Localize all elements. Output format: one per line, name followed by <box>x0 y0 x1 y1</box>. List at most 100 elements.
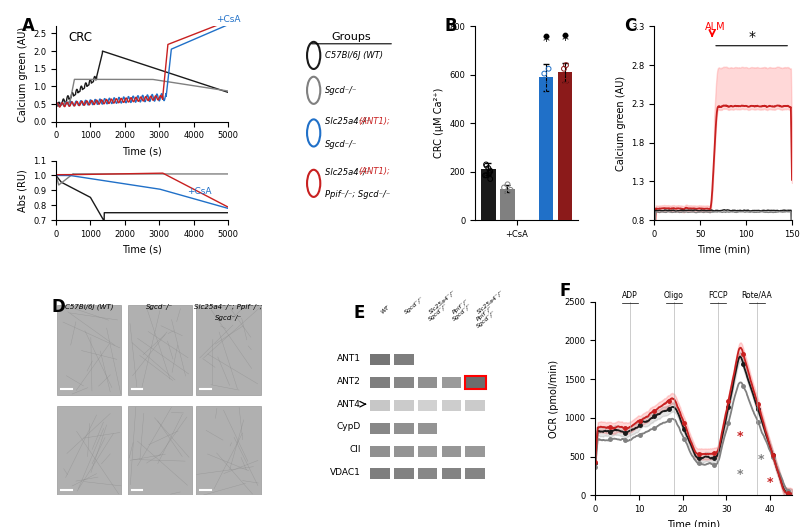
Bar <box>394 377 414 388</box>
Bar <box>57 406 122 495</box>
X-axis label: Time (s): Time (s) <box>122 245 162 255</box>
Y-axis label: Abs (RU): Abs (RU) <box>18 169 27 212</box>
X-axis label: Time (min): Time (min) <box>667 520 720 527</box>
Y-axis label: Calcium green (AU): Calcium green (AU) <box>18 26 27 122</box>
Text: Sgcd⁻/⁻: Sgcd⁻/⁻ <box>214 315 242 321</box>
Text: Slc25a4⁻/⁻: Slc25a4⁻/⁻ <box>476 289 505 315</box>
Text: Sgcd⁻/⁻: Sgcd⁻/⁻ <box>428 302 450 322</box>
Bar <box>466 446 486 456</box>
Bar <box>500 189 514 220</box>
Text: Sgcd⁻/⁻: Sgcd⁻/⁻ <box>146 304 174 309</box>
Point <box>480 161 493 170</box>
Bar <box>442 400 462 411</box>
Text: *: * <box>758 453 765 466</box>
Text: Slc25a4⁻/⁻: Slc25a4⁻/⁻ <box>325 167 373 176</box>
Bar <box>394 400 414 411</box>
Text: CII: CII <box>350 445 361 454</box>
Text: B: B <box>444 17 457 35</box>
Bar <box>394 423 414 434</box>
Text: F: F <box>560 282 571 300</box>
Point <box>498 190 511 199</box>
X-axis label: Time (s): Time (s) <box>122 146 162 156</box>
X-axis label: Time (min): Time (min) <box>697 245 750 255</box>
Point <box>482 164 494 172</box>
Point <box>560 61 573 70</box>
Text: E: E <box>354 304 365 322</box>
Text: (ANT1);: (ANT1); <box>358 167 390 176</box>
Text: C57Bl/6J (WT): C57Bl/6J (WT) <box>325 51 383 60</box>
Point <box>560 80 573 89</box>
Text: Slc25a4⁻/⁻; Ppif⁻/⁻;: Slc25a4⁻/⁻; Ppif⁻/⁻; <box>194 304 262 309</box>
Text: *: * <box>542 34 550 48</box>
Bar <box>418 400 438 411</box>
Text: Ppif⁻/⁻: Ppif⁻/⁻ <box>476 305 494 322</box>
Bar <box>196 306 261 395</box>
Bar <box>128 306 192 395</box>
Text: Sgcd⁻/⁻: Sgcd⁻/⁻ <box>404 295 426 315</box>
Point <box>538 70 550 78</box>
Text: ANT4: ANT4 <box>337 399 361 408</box>
Point <box>483 169 496 177</box>
Point <box>484 175 497 183</box>
Bar <box>370 355 390 365</box>
Text: ANT2: ANT2 <box>337 377 361 386</box>
Bar <box>466 400 486 411</box>
Point <box>480 160 493 169</box>
Point <box>542 86 554 95</box>
Bar <box>418 469 438 480</box>
Bar <box>128 406 192 495</box>
Text: Slc25a4⁻/⁻: Slc25a4⁻/⁻ <box>428 289 457 315</box>
Text: CRC: CRC <box>68 31 92 44</box>
Bar <box>370 423 390 434</box>
Bar <box>442 377 462 388</box>
Point <box>502 188 515 197</box>
Bar <box>442 446 462 456</box>
Bar <box>394 469 414 480</box>
Bar <box>370 377 390 388</box>
Point <box>556 71 569 79</box>
Text: ALM: ALM <box>705 22 726 32</box>
Text: (ANT1);: (ANT1); <box>358 117 390 126</box>
Point <box>498 183 510 192</box>
Point <box>484 168 497 176</box>
Bar <box>370 400 390 411</box>
Point <box>480 171 493 180</box>
Text: Oligo: Oligo <box>664 290 684 300</box>
Text: FCCP: FCCP <box>708 290 727 300</box>
Bar <box>418 446 438 456</box>
Text: A: A <box>22 17 34 35</box>
Point <box>558 64 570 73</box>
Point <box>501 180 514 189</box>
Bar <box>481 169 495 220</box>
Text: Sgcd⁻/⁻: Sgcd⁻/⁻ <box>452 302 474 322</box>
Bar <box>466 469 486 480</box>
Text: VDAC1: VDAC1 <box>330 468 361 477</box>
Text: Ppif⁻/⁻; Sgcd⁻/⁻: Ppif⁻/⁻; Sgcd⁻/⁻ <box>325 190 390 199</box>
Bar <box>57 306 122 395</box>
Text: ADP: ADP <box>622 290 638 300</box>
Point <box>558 76 571 85</box>
Bar <box>442 469 462 480</box>
Point <box>558 31 571 39</box>
Bar <box>370 469 390 480</box>
Text: C57Bl/6J (WT): C57Bl/6J (WT) <box>65 304 114 310</box>
Y-axis label: OCR (pmol/min): OCR (pmol/min) <box>549 359 559 437</box>
Text: C: C <box>624 17 636 35</box>
Y-axis label: Calcium green (AU): Calcium green (AU) <box>616 76 626 171</box>
Point <box>542 64 555 73</box>
Text: Ppif⁻/⁻: Ppif⁻/⁻ <box>452 298 470 315</box>
Text: Slc25a4⁻/⁻: Slc25a4⁻/⁻ <box>325 117 373 126</box>
Text: *: * <box>736 430 742 443</box>
Bar <box>394 446 414 456</box>
Bar <box>196 406 261 495</box>
Text: D: D <box>52 298 66 316</box>
Y-axis label: CRC (μM Ca²⁺): CRC (μM Ca²⁺) <box>434 88 444 159</box>
Bar <box>466 377 486 388</box>
Point <box>504 186 517 194</box>
Point <box>478 171 491 180</box>
Text: CypD: CypD <box>337 423 361 432</box>
Text: *: * <box>736 469 742 481</box>
Point <box>484 167 497 175</box>
Text: Groups: Groups <box>332 32 371 42</box>
Bar <box>538 77 553 220</box>
